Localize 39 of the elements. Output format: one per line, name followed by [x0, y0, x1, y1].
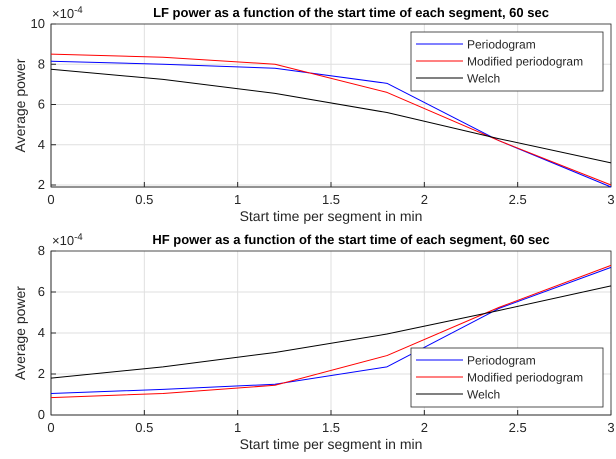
- x-tick-label: 3: [607, 192, 615, 208]
- y-axis-title: Average power: [12, 286, 28, 380]
- y-tick-label: 10: [30, 16, 45, 32]
- x-tick-label: 2: [420, 192, 428, 208]
- chart-title: HF power as a function of the start time of each segment, 60 sec: [152, 232, 550, 247]
- legend-label: Welch: [467, 72, 500, 86]
- x-tick-label: 2.5: [508, 420, 527, 436]
- x-tick-label: 2: [420, 420, 428, 436]
- x-axis-title: Start time per segment in min: [240, 436, 422, 452]
- y-axis-title: Average power: [12, 58, 28, 152]
- legend-label: Periodogram: [467, 354, 536, 368]
- text: ×10$^{-4}$: [52, 4, 84, 21]
- x-tick-label: 0.5: [135, 420, 154, 436]
- x-tick-label: 1: [234, 192, 242, 208]
- x-tick-label: 3: [607, 420, 615, 436]
- legend-label: Modified periodogram: [467, 54, 584, 68]
- y-tick-label: 2: [38, 177, 45, 192]
- x-tick-label: 0: [47, 420, 55, 436]
- x-axis-title: Start time per segment in min: [240, 208, 422, 224]
- x-tick-label: 1: [234, 420, 242, 436]
- x-tick-label: 0.5: [135, 192, 154, 208]
- y-tick-label: 4: [38, 325, 45, 340]
- y-tick-label: 6: [38, 96, 45, 112]
- chart-title: LF power as a function of the start time of each segment, 60 sec: [153, 5, 549, 20]
- y-tick-label: 6: [38, 284, 45, 300]
- y-tick-label: 8: [38, 243, 45, 258]
- x-tick-label: 2.5: [508, 192, 527, 208]
- text: ×10$^{-4}$: [52, 232, 84, 248]
- legend-label: Periodogram: [467, 38, 536, 52]
- legend-label: Welch: [467, 388, 500, 402]
- x-tick-label: 0: [47, 192, 55, 208]
- legend-label: Modified periodogram: [467, 370, 584, 384]
- y-tick-label: 8: [38, 56, 45, 72]
- line-series: [50, 68, 612, 164]
- y-tick-label: 4: [38, 136, 45, 152]
- y-tick-label: 0: [38, 407, 45, 422]
- x-tick-label: 1.5: [322, 192, 340, 208]
- y-tick-label: 2: [38, 366, 45, 382]
- x-tick-label: 1.5: [322, 420, 340, 436]
